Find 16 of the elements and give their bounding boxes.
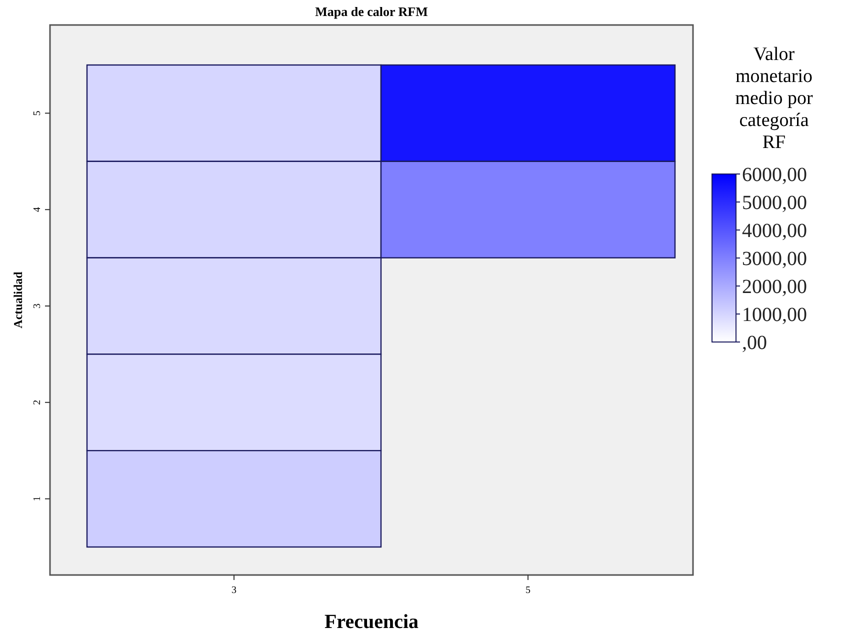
color-bar-label: 2000,00 [742, 276, 807, 298]
y-tick-label: 5 [32, 110, 43, 116]
y-tick-label: 4 [32, 207, 43, 212]
color-bar-label: 1000,00 [742, 304, 807, 326]
color-bar-label: 6000,00 [742, 164, 807, 186]
color-bar-label: 3000,00 [742, 248, 807, 270]
y-tick-label: 1 [32, 496, 43, 502]
color-bar-label: 5000,00 [742, 192, 807, 214]
x-axis-title: Frecuencia [324, 611, 419, 633]
color-bar-label: ,00 [742, 332, 767, 354]
color-bar-title: Valor monetario medio por categoría RF [735, 44, 814, 153]
color-bar-label: 4000,00 [742, 220, 807, 242]
y-axis-title: Actualidad [11, 271, 25, 328]
y-tick-label: 2 [32, 400, 43, 405]
y-tick-label: 3 [32, 304, 43, 308]
chart-title: Mapa de calor RFM [315, 4, 428, 19]
